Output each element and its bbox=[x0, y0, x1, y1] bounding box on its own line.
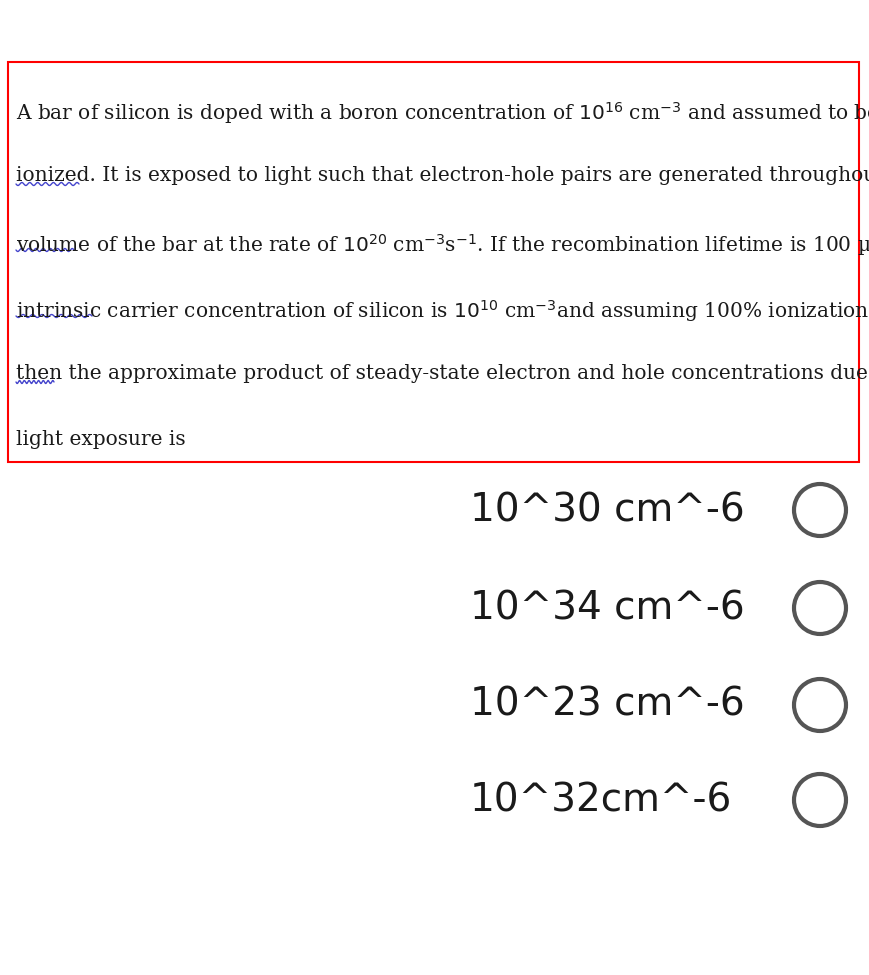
Text: then the approximate product of steady-state electron and hole concentrations du: then the approximate product of steady-s… bbox=[16, 364, 869, 383]
Text: 10^32cm^-6: 10^32cm^-6 bbox=[470, 781, 733, 819]
Text: A bar of silicon is doped with a boron concentration of $10^{16}$ cm$^{-3}$ and : A bar of silicon is doped with a boron c… bbox=[16, 100, 869, 126]
Text: ionized. It is exposed to light such that electron-hole pairs are generated thro: ionized. It is exposed to light such tha… bbox=[16, 166, 869, 185]
Text: 10^34 cm^-6: 10^34 cm^-6 bbox=[470, 589, 745, 627]
Bar bbox=[8, 62, 859, 462]
Text: volume of the bar at the rate of $10^{20}$ cm$^{-3}$s$^{-1}$. If the recombinati: volume of the bar at the rate of $10^{20… bbox=[16, 232, 869, 258]
Text: 10^23 cm^-6: 10^23 cm^-6 bbox=[470, 686, 745, 724]
Text: 10^30 cm^-6: 10^30 cm^-6 bbox=[470, 491, 745, 529]
Text: intrinsic carrier concentration of silicon is $10^{10}$ cm$^{-3}$and assuming 10: intrinsic carrier concentration of silic… bbox=[16, 298, 869, 324]
Text: light exposure is: light exposure is bbox=[16, 430, 186, 449]
